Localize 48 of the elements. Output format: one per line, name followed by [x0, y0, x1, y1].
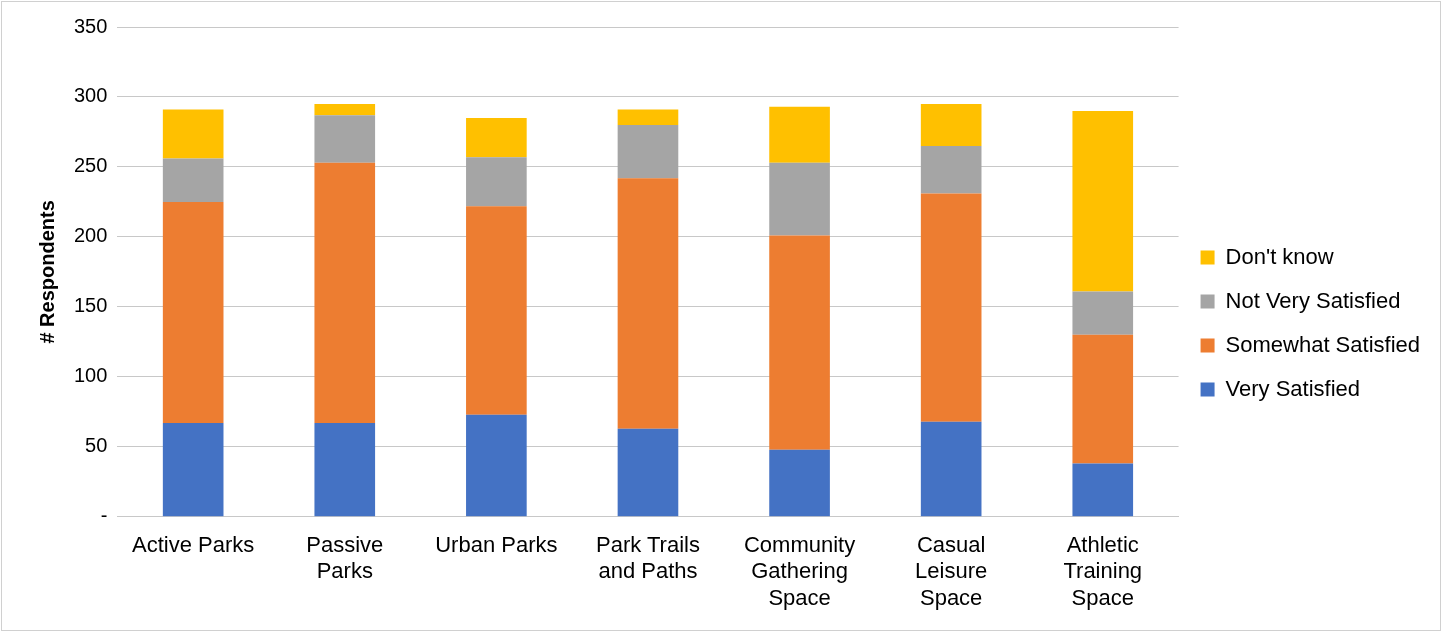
x-tick-label: Urban Parks — [435, 532, 558, 558]
bar — [769, 449, 830, 517]
bar — [314, 103, 376, 116]
bar — [162, 201, 224, 424]
bar — [920, 103, 982, 146]
bar — [1072, 463, 1134, 517]
y-tick-label: 200 — [73, 224, 108, 247]
bar — [617, 124, 679, 179]
bar — [466, 157, 527, 207]
legend-label: Not Very Satisfied — [1225, 287, 1401, 313]
bar — [617, 109, 679, 125]
bar — [314, 423, 376, 517]
x-tick-label: Park Trails and Paths — [596, 532, 700, 584]
bar — [314, 162, 376, 424]
legend-label: Don't know — [1225, 243, 1334, 269]
y-tick-label: - — [100, 504, 108, 527]
y-tick-label: 300 — [73, 84, 108, 107]
y-tick-label: 150 — [73, 294, 108, 317]
bar — [1072, 110, 1134, 292]
bar — [769, 106, 830, 163]
bar — [617, 178, 679, 429]
x-tick-label: Passive Parks — [306, 532, 384, 584]
legend-label: Somewhat Satisfied — [1225, 331, 1420, 357]
bar — [920, 145, 982, 194]
x-tick-label: Casual Leisure Space — [915, 532, 988, 610]
bar — [466, 414, 527, 517]
bar — [920, 193, 982, 422]
bar — [314, 115, 376, 163]
bar — [1072, 334, 1134, 464]
bar — [162, 109, 224, 159]
y-tick-label: 100 — [73, 364, 108, 387]
y-tick-label: 50 — [85, 434, 108, 457]
legend-label: Very Satisfied — [1225, 375, 1361, 401]
x-tick-label: Athletic Training Space — [1063, 532, 1143, 610]
bar — [920, 421, 982, 517]
bar — [1072, 291, 1134, 335]
x-tick-label: Active Parks — [132, 532, 255, 558]
bar — [769, 162, 830, 236]
y-tick-label: 350 — [73, 14, 108, 37]
bar — [162, 158, 224, 202]
bar — [769, 235, 830, 450]
bar — [466, 206, 527, 415]
bar — [617, 428, 679, 517]
bar — [162, 423, 224, 517]
y-tick-label: 250 — [73, 154, 108, 177]
bar — [466, 117, 527, 158]
x-tick-label: Community Gathering Space — [743, 532, 856, 610]
y-axis-title: # Respondents — [35, 200, 58, 344]
